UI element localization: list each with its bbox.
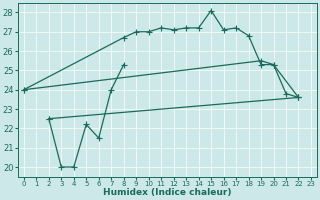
X-axis label: Humidex (Indice chaleur): Humidex (Indice chaleur) [103, 188, 232, 197]
